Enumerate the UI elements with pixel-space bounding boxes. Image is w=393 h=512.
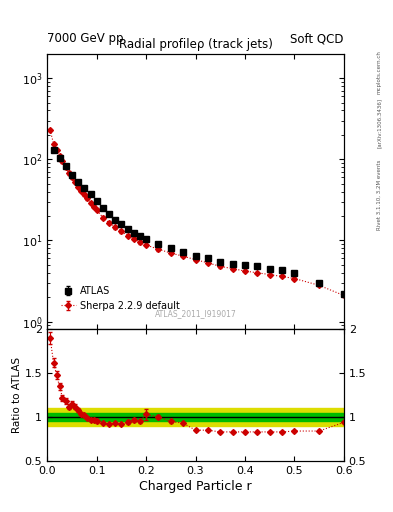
Bar — [47, 408, 344, 426]
Text: mcplots.cern.ch: mcplots.cern.ch — [377, 50, 382, 94]
X-axis label: Charged Particle r: Charged Particle r — [139, 480, 252, 493]
Text: Rivet 3.1.10, 3.2M events: Rivet 3.1.10, 3.2M events — [377, 159, 382, 230]
Bar — [47, 413, 344, 421]
Title: Radial profileρ (track jets): Radial profileρ (track jets) — [119, 38, 272, 51]
Text: [arXiv:1306.3436]: [arXiv:1306.3436] — [377, 98, 382, 148]
Text: 7000 GeV pp: 7000 GeV pp — [47, 32, 124, 45]
Text: ATLAS_2011_I919017: ATLAS_2011_I919017 — [154, 309, 237, 318]
Text: Soft QCD: Soft QCD — [290, 32, 344, 45]
Y-axis label: Ratio to ATLAS: Ratio to ATLAS — [12, 357, 22, 433]
Legend: ATLAS, Sherpa 2.2.9 default: ATLAS, Sherpa 2.2.9 default — [61, 286, 180, 311]
